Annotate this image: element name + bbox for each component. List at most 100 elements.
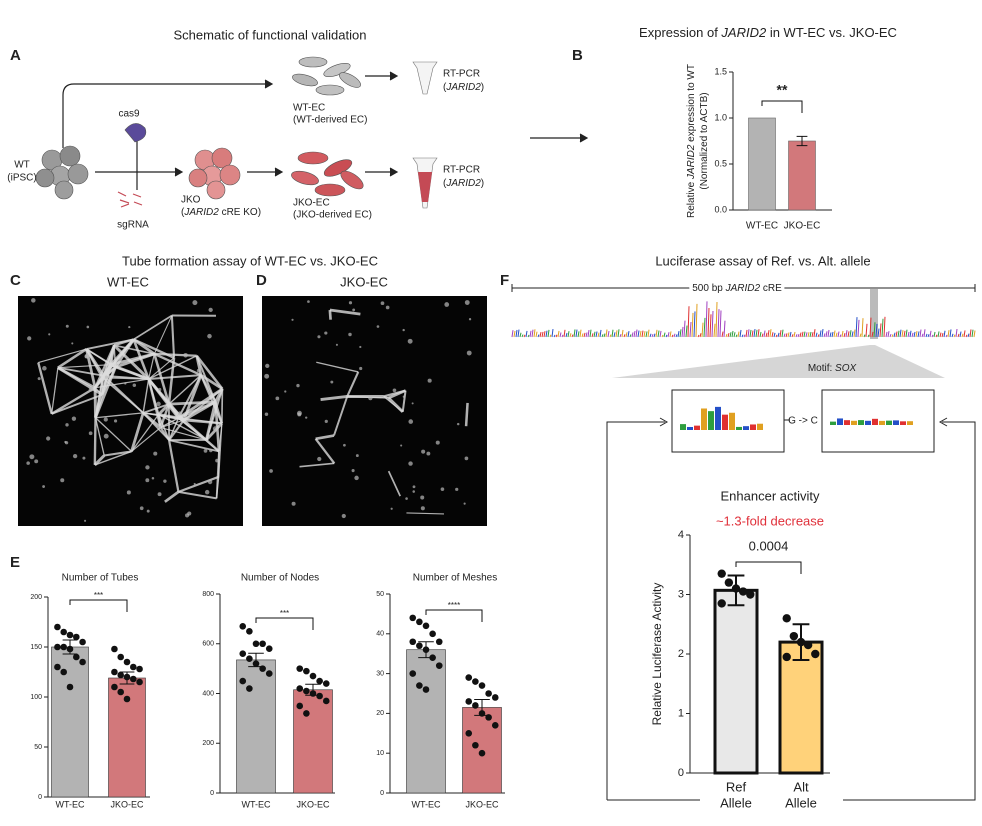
vessel	[178, 475, 220, 493]
logo-letter	[865, 420, 871, 425]
trace	[523, 334, 526, 338]
trace	[919, 329, 922, 338]
y-axis-label: (Normalized to ACTB)	[699, 92, 710, 189]
vessel	[154, 352, 197, 357]
trace	[651, 333, 654, 338]
cell-dot	[335, 343, 338, 346]
trace	[647, 329, 650, 338]
vessel	[142, 378, 150, 413]
trace	[835, 332, 838, 338]
vessel	[383, 389, 406, 398]
x-tick-label: JKO-EC	[110, 799, 144, 809]
schematic-graphics	[62, 71, 589, 190]
significance-bracket	[69, 599, 128, 612]
trace	[649, 333, 652, 338]
significance-label: ***	[94, 591, 103, 600]
trace	[613, 332, 616, 338]
trace	[871, 331, 874, 338]
data-point	[111, 668, 118, 676]
cell-dot	[145, 478, 150, 483]
trace	[661, 334, 664, 338]
trace	[781, 329, 784, 338]
trace	[559, 332, 562, 338]
significance-bracket	[425, 609, 483, 622]
trace	[669, 331, 672, 338]
cell-dot	[291, 318, 294, 321]
data-point	[296, 702, 304, 710]
cell-dot	[426, 451, 431, 456]
bar	[748, 117, 776, 211]
x-tick-label: Ref	[726, 779, 747, 794]
y-tick-label: 0.5	[714, 158, 727, 168]
trace	[859, 333, 862, 338]
trace	[799, 332, 802, 338]
vessel	[100, 364, 113, 396]
cell-dot	[71, 342, 74, 345]
label: Motif: SOX	[808, 363, 857, 374]
data-point	[485, 690, 492, 697]
trace	[721, 331, 724, 338]
logo-letter	[722, 414, 728, 430]
cell-dot	[407, 338, 413, 344]
vessel	[195, 355, 224, 390]
cell-dot	[124, 382, 127, 385]
data-point	[303, 687, 310, 695]
trace	[767, 330, 770, 338]
trace	[603, 333, 606, 338]
trace	[737, 331, 740, 338]
cell-dot	[291, 501, 296, 506]
trace	[907, 331, 910, 338]
data-point	[239, 623, 247, 630]
trace	[717, 309, 720, 338]
y-axis-label: Relative Luciferase Activity	[650, 583, 664, 726]
label: (JKO-derived EC)	[293, 210, 372, 221]
trace	[633, 330, 636, 338]
label-part: )	[481, 178, 484, 189]
cell-dot	[158, 425, 162, 429]
cell-dot	[88, 386, 94, 392]
data-point	[54, 663, 61, 671]
x-tick-label: Allele	[720, 795, 752, 810]
trace	[655, 329, 658, 338]
trace	[895, 331, 898, 338]
data-point	[422, 686, 430, 693]
trace	[555, 334, 558, 338]
vessel	[329, 308, 361, 316]
trace	[869, 317, 872, 338]
data-point	[123, 658, 131, 666]
data-point	[303, 710, 310, 717]
vessel	[94, 417, 105, 456]
cell-dot	[405, 497, 408, 500]
label: (JARID2)	[443, 82, 484, 93]
trace	[551, 329, 554, 338]
trace	[643, 331, 646, 338]
vessel	[164, 490, 180, 503]
cell-dot	[317, 335, 321, 339]
vessel	[314, 438, 336, 464]
bar	[788, 140, 816, 211]
data-point	[429, 630, 436, 638]
data-point	[79, 638, 86, 646]
trace	[705, 301, 708, 338]
logo-letter	[694, 425, 700, 430]
trace	[793, 331, 796, 338]
trace	[607, 330, 610, 338]
vessel	[132, 338, 150, 380]
data-point	[409, 638, 417, 646]
logo-letter	[687, 426, 693, 430]
trace	[617, 329, 620, 338]
y-tick-label: 0	[678, 767, 684, 779]
trace	[973, 330, 976, 338]
section-title: Tube formation assay of WT-EC vs. JKO-EC	[122, 253, 378, 268]
label: RT-PCR	[443, 165, 480, 176]
label-part: )	[481, 82, 484, 93]
trace	[739, 329, 742, 338]
trace	[949, 329, 952, 338]
cell-dot	[392, 388, 397, 393]
trace	[849, 330, 852, 338]
trace	[905, 329, 908, 338]
trace	[807, 332, 810, 338]
vessel	[94, 378, 149, 389]
label: WT	[14, 160, 30, 171]
error-bar	[305, 683, 321, 696]
